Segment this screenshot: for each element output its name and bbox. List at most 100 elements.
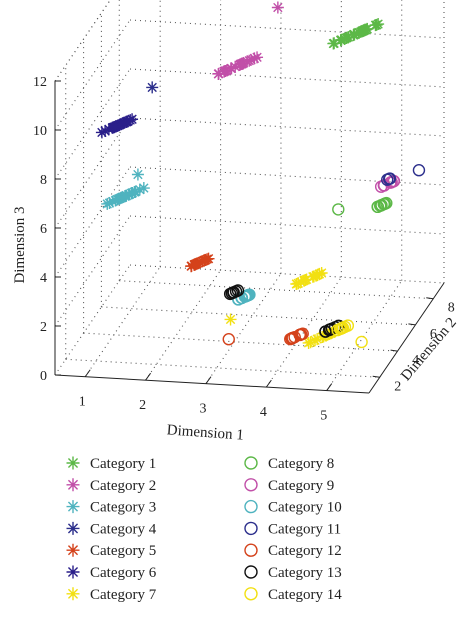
legend: Category 1 Category 2 Category 3 Category 4… bbox=[66, 456, 342, 603]
grid-layer bbox=[54, 0, 445, 391]
data-point bbox=[341, 319, 355, 332]
data-point bbox=[190, 257, 203, 270]
data-point bbox=[109, 194, 122, 207]
data-point bbox=[229, 60, 242, 73]
data-point bbox=[109, 120, 122, 133]
legend-marker bbox=[244, 499, 258, 514]
x-tick-mark bbox=[145, 372, 151, 381]
data-point bbox=[185, 259, 198, 272]
grid-line bbox=[84, 266, 161, 378]
data-point bbox=[241, 55, 254, 68]
legend-item: Category 11 bbox=[244, 521, 341, 537]
data-point bbox=[129, 185, 142, 198]
data-point bbox=[333, 322, 347, 336]
legend-item: Category 8 bbox=[244, 456, 334, 472]
grid-line bbox=[265, 276, 342, 388]
data-point bbox=[382, 172, 396, 186]
x-axis-line bbox=[54, 374, 370, 394]
grid-line bbox=[83, 332, 398, 352]
data-point bbox=[294, 328, 308, 341]
legend-label: Category 4 bbox=[90, 521, 157, 537]
z-tick-label: 6 bbox=[40, 222, 47, 237]
grid-line bbox=[65, 358, 380, 378]
data-point bbox=[198, 254, 211, 267]
data-point bbox=[137, 182, 150, 195]
data-point bbox=[124, 114, 137, 127]
grid-line bbox=[54, 264, 131, 376]
y-tick-mark bbox=[408, 323, 416, 326]
data-point bbox=[227, 286, 240, 299]
legend-label: Category 12 bbox=[268, 543, 342, 559]
legend-label: Category 7 bbox=[90, 587, 157, 603]
legend-label: Category 3 bbox=[90, 500, 156, 516]
data-point bbox=[99, 125, 112, 138]
legend-item: Category 14 bbox=[244, 587, 342, 603]
legend-marker bbox=[66, 565, 80, 579]
legend-label: Category 11 bbox=[268, 521, 341, 537]
data-point bbox=[212, 67, 225, 80]
grid-line bbox=[54, 166, 131, 278]
data-point bbox=[290, 278, 303, 291]
legend-marker bbox=[66, 478, 80, 492]
data-point bbox=[125, 187, 138, 200]
grid-line bbox=[129, 264, 445, 284]
data-point bbox=[118, 190, 131, 203]
y-tick-label: 8 bbox=[448, 301, 455, 316]
data-point bbox=[302, 336, 315, 349]
series-14 bbox=[331, 319, 368, 349]
grid-line bbox=[54, 68, 131, 180]
z-tick-label: 8 bbox=[40, 173, 47, 188]
x-tick-label: 2 bbox=[139, 398, 146, 413]
legend-label: Category 1 bbox=[90, 456, 156, 472]
data-point bbox=[117, 116, 130, 129]
data-point bbox=[354, 25, 367, 38]
data-point bbox=[295, 276, 308, 289]
series-12 bbox=[222, 327, 309, 346]
series-4 bbox=[146, 81, 159, 94]
grid-line bbox=[54, 215, 131, 327]
data-point bbox=[133, 183, 146, 196]
x-axis-title: Dimension 1 bbox=[166, 422, 244, 443]
grid-line bbox=[326, 280, 403, 391]
x-tick-mark bbox=[84, 369, 91, 378]
grid-line bbox=[129, 68, 445, 88]
data-point bbox=[328, 37, 341, 50]
legend-item: Category 13 bbox=[244, 565, 342, 581]
data-point bbox=[224, 313, 237, 326]
grid-line bbox=[129, 215, 445, 235]
data-point bbox=[103, 197, 116, 210]
legend-marker bbox=[244, 587, 258, 601]
legend-marker bbox=[244, 543, 258, 557]
series-11 bbox=[381, 164, 426, 186]
data-point bbox=[218, 65, 231, 78]
data-point bbox=[297, 274, 310, 287]
data-point bbox=[101, 197, 114, 210]
data-point bbox=[251, 51, 264, 64]
legend-label: Category 10 bbox=[268, 500, 342, 516]
series-2 bbox=[212, 1, 284, 80]
legend-marker bbox=[66, 521, 80, 535]
legend-item: Category 1 bbox=[66, 456, 156, 472]
data-point bbox=[313, 268, 326, 281]
grid-line bbox=[129, 117, 445, 137]
data-point bbox=[241, 289, 255, 302]
z-axis-title: Dimension 3 bbox=[12, 206, 28, 283]
grid-line bbox=[145, 269, 222, 381]
data-point bbox=[304, 336, 317, 349]
legend-marker bbox=[244, 521, 258, 536]
y-tick-mark bbox=[426, 297, 434, 300]
series-5 bbox=[185, 252, 215, 273]
legend-marker bbox=[66, 456, 80, 470]
data-point bbox=[102, 123, 115, 136]
grid-line bbox=[129, 19, 445, 39]
data-point bbox=[309, 334, 322, 347]
x-tick-label: 3 bbox=[199, 402, 206, 417]
points-layer bbox=[95, 1, 426, 349]
legend-label: Category 5 bbox=[90, 543, 156, 559]
data-point bbox=[248, 52, 261, 65]
legend-marker bbox=[244, 478, 258, 492]
series-1 bbox=[327, 18, 385, 50]
y-tick-label: 4 bbox=[412, 353, 419, 368]
